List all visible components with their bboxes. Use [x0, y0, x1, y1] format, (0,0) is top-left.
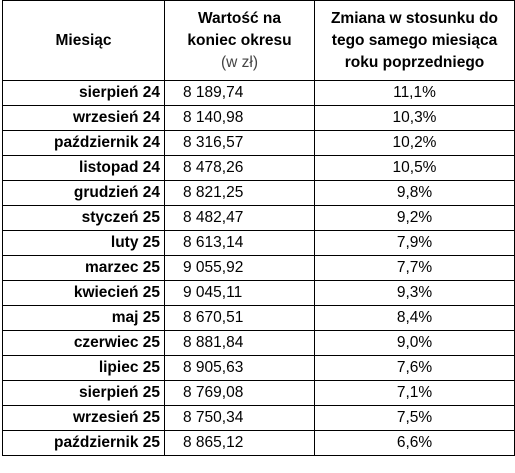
month-cell: wrzesień 24: [2, 105, 165, 131]
change-cell: 10,5%: [314, 155, 515, 181]
table-row: październik 24 8 316,57 10,2%: [2, 130, 515, 156]
value-cell: 8 881,84: [164, 330, 315, 356]
table-row: sierpień 24 8 189,74 11,1%: [2, 80, 515, 106]
month-cell: październik 24: [2, 130, 165, 156]
table-row: grudzień 24 8 821,25 9,8%: [2, 180, 515, 206]
month-cell: lipiec 25: [2, 355, 165, 381]
value-cell: 8 750,34: [164, 405, 315, 431]
header-change-line2: tego samego miesiąca: [331, 31, 498, 49]
table-row: maj 25 8 670,51 8,4%: [2, 305, 515, 331]
header-value: Wartość na koniec okresu (w zł): [164, 0, 315, 81]
table-row: kwiecień 25 9 045,11 9,3%: [2, 280, 515, 306]
value-cell: 9 055,92: [164, 255, 315, 281]
value-cell: 8 865,12: [164, 430, 315, 456]
header-month: Miesiąc: [2, 0, 165, 81]
header-value-line2: koniec okresu: [187, 31, 292, 49]
header-change-line1: Zmiana w stosunku do: [330, 9, 499, 27]
month-cell: marzec 25: [2, 255, 165, 281]
value-cell: 8 482,47: [164, 205, 315, 231]
change-cell: 7,6%: [314, 355, 515, 381]
header-change-line3: roku poprzedniego: [344, 53, 485, 71]
table-row: sierpień 25 8 769,08 7,1%: [2, 380, 515, 406]
change-cell: 9,3%: [314, 280, 515, 306]
table-row: wrzesień 24 8 140,98 10,3%: [2, 105, 515, 131]
table-row: marzec 25 9 055,92 7,7%: [2, 255, 515, 281]
table-row: wrzesień 25 8 750,34 7,5%: [2, 405, 515, 431]
month-cell: grudzień 24: [2, 180, 165, 206]
change-cell: 11,1%: [314, 80, 515, 106]
value-cell: 8 769,08: [164, 380, 315, 406]
value-cell: 8 670,51: [164, 305, 315, 331]
month-cell: sierpień 24: [2, 80, 165, 106]
change-cell: 7,9%: [314, 230, 515, 256]
table-row: październik 25 8 865,12 6,6%: [2, 430, 515, 456]
table-row: styczeń 25 8 482,47 9,2%: [2, 205, 515, 231]
table-row: czerwiec 25 8 881,84 9,0%: [2, 330, 515, 356]
month-cell: listopad 24: [2, 155, 165, 181]
change-cell: 7,1%: [314, 380, 515, 406]
month-cell: październik 25: [2, 430, 165, 456]
table-header: Miesiąc Wartość na koniec okresu (w zł) …: [2, 0, 515, 81]
value-cell: 8 905,63: [164, 355, 315, 381]
header-value-line1: Wartość na: [198, 9, 281, 27]
change-cell: 9,2%: [314, 205, 515, 231]
table-body: sierpień 24 8 189,74 11,1% wrzesień 24 8…: [2, 80, 515, 456]
change-cell: 7,7%: [314, 255, 515, 281]
value-cell: 9 045,11: [164, 280, 315, 306]
month-cell: wrzesień 25: [2, 405, 165, 431]
change-cell: 8,4%: [314, 305, 515, 331]
value-cell: 8 316,57: [164, 130, 315, 156]
header-value-unit: (w zł): [220, 53, 259, 71]
change-cell: 7,5%: [314, 405, 515, 431]
month-cell: luty 25: [2, 230, 165, 256]
header-change: Zmiana w stosunku do tego samego miesiąc…: [314, 0, 515, 81]
value-cell: 8 478,26: [164, 155, 315, 181]
month-cell: maj 25: [2, 305, 165, 331]
table-row: lipiec 25 8 905,63 7,6%: [2, 355, 515, 381]
value-cell: 8 140,98: [164, 105, 315, 131]
wage-table: Miesiąc Wartość na koniec okresu (w zł) …: [2, 0, 515, 456]
table-row: luty 25 8 613,14 7,9%: [2, 230, 515, 256]
change-cell: 9,0%: [314, 330, 515, 356]
table-row: listopad 24 8 478,26 10,5%: [2, 155, 515, 181]
header-row: Miesiąc Wartość na koniec okresu (w zł) …: [2, 0, 515, 81]
change-cell: 10,3%: [314, 105, 515, 131]
value-cell: 8 613,14: [164, 230, 315, 256]
change-cell: 10,2%: [314, 130, 515, 156]
change-cell: 6,6%: [314, 430, 515, 456]
change-cell: 9,8%: [314, 180, 515, 206]
value-cell: 8 821,25: [164, 180, 315, 206]
month-cell: sierpień 25: [2, 380, 165, 406]
month-cell: kwiecień 25: [2, 280, 165, 306]
month-cell: styczeń 25: [2, 205, 165, 231]
value-cell: 8 189,74: [164, 80, 315, 106]
month-cell: czerwiec 25: [2, 330, 165, 356]
